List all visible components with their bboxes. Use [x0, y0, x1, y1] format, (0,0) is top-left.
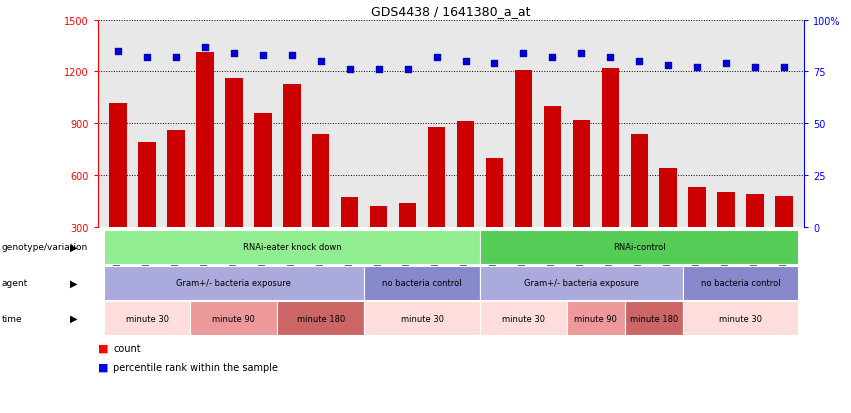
Point	[140, 55, 154, 61]
Text: minute 30: minute 30	[719, 314, 762, 323]
Text: ■: ■	[98, 362, 108, 372]
Point	[314, 59, 328, 65]
Point	[719, 61, 733, 67]
Bar	[775, 196, 792, 279]
Bar	[341, 198, 358, 279]
Bar	[688, 188, 705, 279]
Text: minute 90: minute 90	[213, 314, 255, 323]
Bar	[631, 134, 648, 279]
Text: no bacteria control: no bacteria control	[382, 278, 462, 287]
Point	[459, 59, 472, 65]
Bar	[254, 114, 271, 279]
Point	[372, 67, 386, 74]
Text: minute 30: minute 30	[401, 314, 443, 323]
Bar	[457, 122, 474, 279]
Text: agent: agent	[2, 278, 28, 287]
Bar	[486, 158, 503, 279]
Bar	[226, 79, 243, 279]
Point	[169, 55, 183, 61]
Bar	[197, 53, 214, 279]
Point	[517, 50, 530, 57]
Point	[661, 63, 675, 69]
Bar	[110, 103, 127, 279]
Point	[256, 52, 270, 59]
Point	[401, 67, 414, 74]
Bar	[370, 206, 387, 279]
Text: Gram+/- bacteria exposure: Gram+/- bacteria exposure	[524, 278, 639, 287]
Text: RNAi-eater knock down: RNAi-eater knock down	[243, 243, 341, 252]
Text: Gram+/- bacteria exposure: Gram+/- bacteria exposure	[176, 278, 291, 287]
Bar	[544, 107, 561, 279]
Bar	[312, 134, 329, 279]
Text: ■: ■	[98, 343, 108, 353]
Point	[488, 61, 501, 67]
Text: ▶: ▶	[71, 242, 77, 252]
Bar	[660, 169, 677, 279]
Point	[603, 55, 617, 61]
Text: ▶: ▶	[71, 313, 77, 323]
Text: ▶: ▶	[71, 278, 77, 288]
Text: no bacteria control: no bacteria control	[700, 278, 780, 287]
Text: minute 180: minute 180	[297, 314, 345, 323]
Point	[690, 65, 704, 71]
Bar	[515, 71, 532, 279]
Text: minute 180: minute 180	[630, 314, 677, 323]
Text: count: count	[113, 343, 140, 353]
Bar	[399, 203, 416, 279]
Point	[632, 59, 646, 65]
Bar	[573, 121, 590, 279]
Point	[574, 50, 588, 57]
Bar	[139, 143, 156, 279]
Bar	[283, 84, 300, 279]
Title: GDS4438 / 1641380_a_at: GDS4438 / 1641380_a_at	[371, 5, 531, 18]
Bar	[602, 69, 619, 279]
Text: percentile rank within the sample: percentile rank within the sample	[113, 362, 278, 372]
Bar	[746, 195, 763, 279]
Point	[430, 55, 443, 61]
Point	[111, 48, 125, 55]
Bar	[717, 193, 734, 279]
Text: minute 30: minute 30	[126, 314, 168, 323]
Bar	[168, 131, 185, 279]
Point	[777, 65, 791, 71]
Text: minute 30: minute 30	[502, 314, 545, 323]
Point	[545, 55, 559, 61]
Point	[198, 44, 212, 51]
Point	[285, 52, 299, 59]
Point	[748, 65, 762, 71]
Point	[343, 67, 357, 74]
Text: minute 90: minute 90	[574, 314, 617, 323]
Point	[227, 50, 241, 57]
Text: RNAi-control: RNAi-control	[613, 243, 665, 252]
Bar	[428, 127, 445, 279]
Text: time: time	[2, 314, 22, 323]
Text: genotype/variation: genotype/variation	[2, 243, 88, 252]
